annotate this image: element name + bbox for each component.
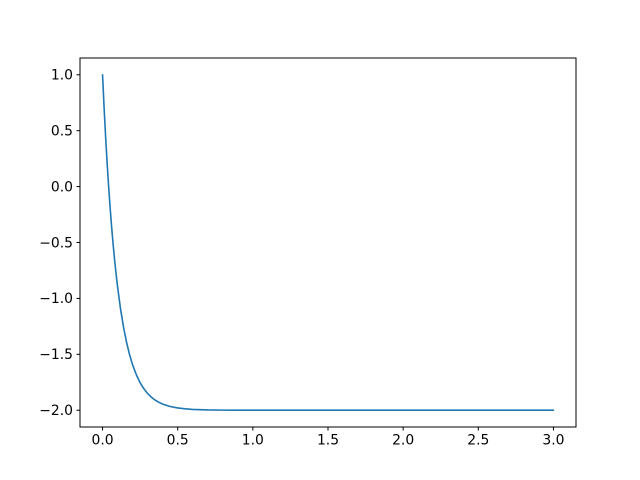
y-tick-label: −2.0 (39, 403, 73, 419)
y-tick-label: 0.0 (51, 179, 73, 195)
axes-box (79, 57, 577, 428)
x-tick-label: 3.0 (542, 433, 564, 449)
y-tick-label: 0.5 (51, 123, 73, 139)
x-tick-label: 1.5 (317, 433, 339, 449)
y-tick-label: −0.5 (39, 235, 73, 251)
y-tick-label: −1.0 (39, 291, 73, 307)
x-tick-label: 1.0 (242, 433, 264, 449)
y-tick-label: 1.0 (51, 68, 73, 84)
data-line-series1 (101, 73, 555, 412)
x-tick-label: 0.0 (91, 433, 113, 449)
y-tick-label: −1.5 (39, 347, 73, 363)
x-tick-label: 2.0 (392, 433, 414, 449)
x-tick-label: 0.5 (167, 433, 189, 449)
x-tick-label: 2.5 (467, 433, 489, 449)
plot-area: 0.0 0.5 1.0 1.5 2.0 2.5 3.0 1.0 0.5 0.0 −0.5 −1.0 −1… (39, 57, 577, 449)
